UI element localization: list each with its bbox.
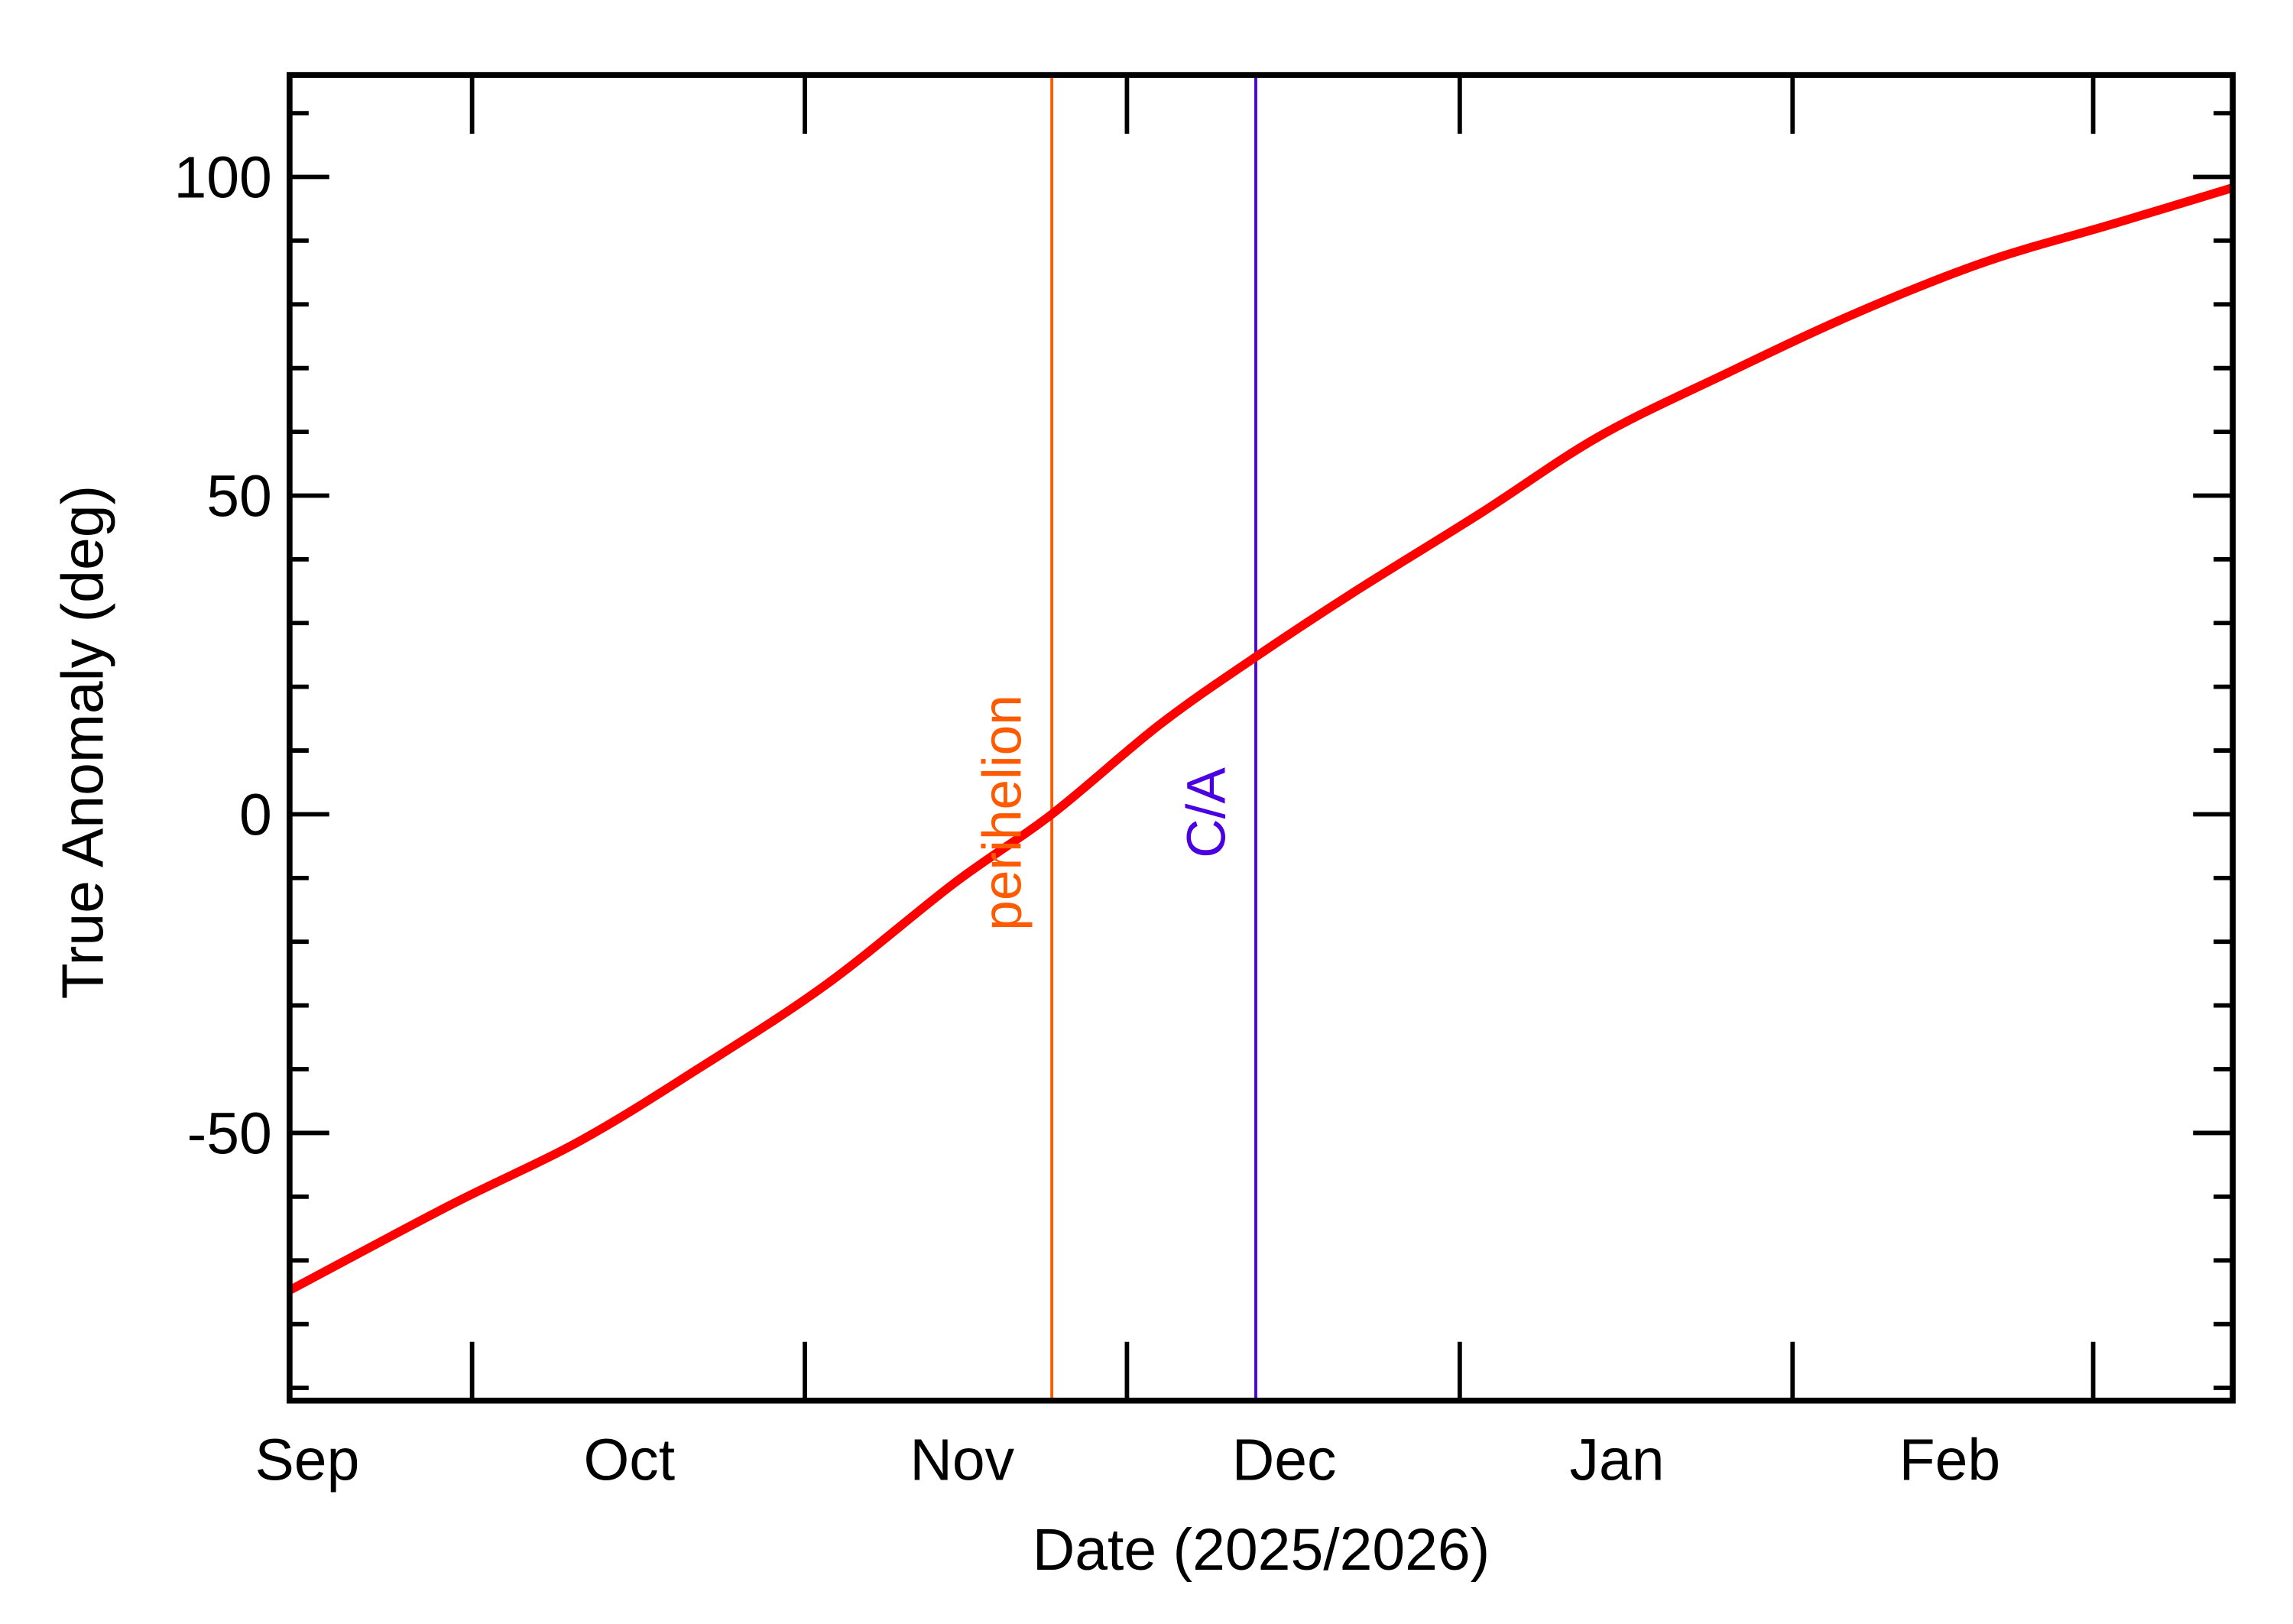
y-tick-label: 0 [239,782,272,848]
x-axis-title: Date (2025/2026) [1033,1517,1490,1583]
x-tick-label: Jan [1570,1428,1665,1493]
x-tick-label: Oct [583,1428,675,1493]
y-tick-label: 50 [206,463,272,529]
annotation-labels: perihelion C/A [973,695,1237,931]
y-tick-label: 100 [174,144,271,210]
y-tick-label: -50 [187,1100,272,1166]
x-tick-label: Feb [1899,1428,2001,1493]
x-tick-label: Dec [1232,1428,1337,1493]
annotation-lines [1050,75,1257,1401]
plot-frame [287,72,2236,1404]
annotation-label: perihelion [973,695,1033,931]
y-axis-title: True Anomaly (deg) [50,485,116,1000]
annotation-label: C/A [1177,767,1237,858]
series-line [287,183,2234,1295]
axis-ticks [289,75,2233,1401]
y-tick-labels: 100 50 0 -50 [174,144,271,1166]
series-layer [287,183,2234,1295]
x-tick-labels: Sep Oct Nov Dec Jan Feb [255,1428,2001,1493]
x-tick-label: Nov [910,1428,1014,1493]
x-tick-label: Sep [255,1428,360,1493]
